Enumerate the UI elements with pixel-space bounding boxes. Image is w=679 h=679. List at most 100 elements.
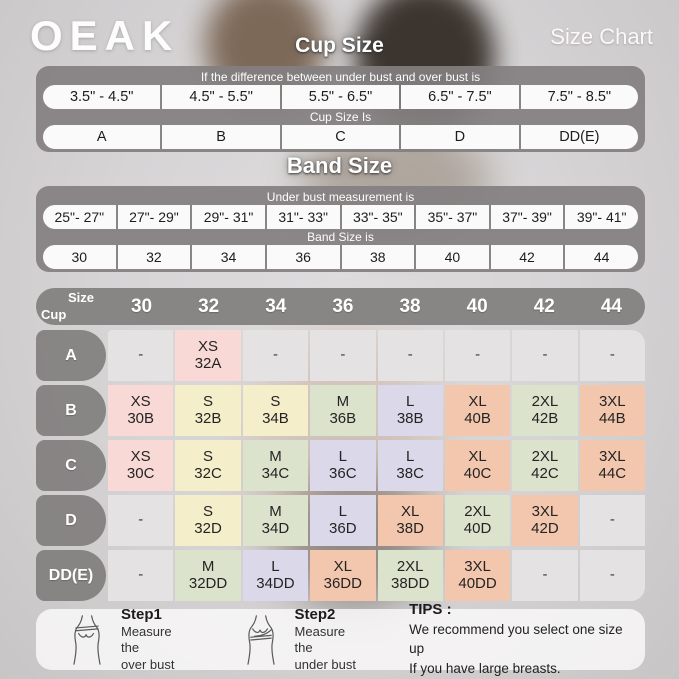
empty-cell-dash: - — [542, 346, 548, 364]
band-range-cell: 35"- 37" — [416, 205, 489, 229]
size-cell: 3XL 44B — [579, 385, 645, 436]
band-cup-code: 32DD — [188, 574, 228, 592]
size-cell: 2XL 40D — [444, 495, 511, 546]
band-value-cell: 40 — [416, 245, 489, 269]
band-cup-code: 42C — [531, 464, 559, 482]
size-code: L — [338, 502, 347, 520]
step-1: Step1 Measure the over bust — [66, 606, 188, 673]
band-range-cell: 31"- 33" — [266, 205, 340, 229]
size-code: M — [201, 557, 215, 575]
band-value-cell: 32 — [117, 245, 191, 269]
size-cell: M 34C — [242, 440, 309, 491]
size-cell: 3XL 44C — [579, 440, 645, 491]
size-cell: XS 32A — [175, 330, 241, 381]
band-cup-code: 36C — [329, 464, 357, 482]
empty-cell-dash: - — [138, 346, 144, 364]
size-code: S — [203, 392, 214, 410]
size-code: XL — [401, 502, 420, 520]
empty-cell-dash: - — [609, 566, 615, 584]
size-code: M — [269, 502, 282, 520]
band-cup-code: 38C — [396, 464, 424, 482]
size-cell: XL 40B — [444, 385, 511, 436]
cup-size-panel: If the difference between under bust and… — [36, 66, 645, 152]
band-range-cell: 39"- 41" — [565, 205, 638, 229]
size-cell: S 32B — [175, 385, 241, 436]
matrix-row: C XS 30C S 32C M 34C L 36C L 38C XL 40C 2XL 42C 3XL 44C — [36, 440, 645, 491]
matrix-row: DD(E) - M 32DD L 34DD XL 36DD 2XL 38DD 3XL 40DD - - — [36, 550, 645, 601]
cup-result-label: Cup Size Is — [309, 110, 372, 124]
size-cell: L 36C — [310, 440, 376, 491]
size-cell: L 34DD — [242, 550, 309, 601]
tips-block: TIPS : We recommend you select one size … — [409, 601, 631, 679]
size-code: 3XL — [598, 447, 626, 465]
size-cell: 2XL 42B — [512, 385, 578, 436]
matrix-row-label: D — [36, 495, 106, 546]
cup-value-cell: B — [162, 125, 280, 149]
size-code: 3XL — [464, 557, 491, 575]
size-code: M — [269, 447, 282, 465]
matrix-row-cells: XS 30C S 32C M 34C L 36C L 38C XL 40C 2XL 42C 3XL 44C — [108, 440, 645, 491]
band-range-cell: 25"- 27" — [43, 205, 116, 229]
band-value-cell: 34 — [192, 245, 265, 269]
size-code: S — [203, 502, 214, 520]
size-cell: 3XL 42D — [512, 495, 578, 546]
matrix-header-bar: Size Cup 30 32 34 36 38 40 42 44 — [36, 288, 645, 325]
size-code: L — [406, 392, 415, 410]
band-value-cell: 38 — [341, 245, 415, 269]
band-cup-code: 34B — [262, 409, 289, 427]
size-code: XS — [198, 337, 219, 355]
size-code: 3XL — [598, 392, 626, 410]
size-cell: XL 38D — [377, 495, 443, 546]
empty-cell-dash: - — [138, 566, 144, 584]
size-cell: - — [108, 330, 174, 381]
band-range-cell: 33"- 35" — [341, 205, 415, 229]
size-cell: - — [512, 550, 578, 601]
size-cell: - — [108, 495, 174, 546]
band-cup-code: 32B — [194, 409, 222, 427]
size-cell: XS 30C — [108, 440, 174, 491]
size-cell: - — [444, 330, 511, 381]
band-cup-code: 30B — [127, 409, 155, 427]
size-cell: - — [579, 495, 645, 546]
matrix-row: A - XS 32A - - - - - - — [36, 330, 645, 381]
band-size-panel: Under bust measurement is 25"- 27" 27"- 2… — [36, 186, 645, 272]
matrix-column-header: 32 — [198, 295, 220, 317]
matrix-row-cells: - M 32DD L 34DD XL 36DD 2XL 38DD 3XL 40DD - - — [108, 550, 645, 601]
band-cup-code: 32C — [194, 464, 222, 482]
band-cup-code: 34D — [261, 519, 290, 537]
size-code: 3XL — [531, 502, 559, 520]
corner-cup-label: Cup — [41, 307, 67, 322]
matrix-row-cells: XS 30B S 32B S 34B M 36B L 38B XL 40B 2XL 42B 3XL 44B — [108, 385, 645, 436]
size-matrix: A - XS 32A - - - - - - B XS 30B S 32B S 34B M 36B L 38B XL 40B… — [36, 330, 645, 601]
cup-range-cell: 3.5" - 4.5" — [43, 85, 161, 109]
size-code: S — [203, 447, 214, 465]
empty-cell-dash: - — [475, 346, 481, 364]
size-cell: - — [242, 330, 309, 381]
measure-under-bust-icon — [246, 614, 275, 665]
cup-range-cell: 6.5" - 7.5" — [401, 85, 519, 109]
empty-cell-dash: - — [407, 346, 413, 364]
cup-range-cell: 4.5" - 5.5" — [162, 85, 280, 109]
size-cell: 2XL 42C — [512, 440, 578, 491]
size-cell: 3XL 40DD — [444, 550, 511, 601]
matrix-column-header: 42 — [533, 295, 555, 317]
size-cell: S 34B — [242, 385, 309, 436]
band-value-cell: 36 — [266, 245, 340, 269]
band-cup-code: 36DD — [323, 574, 362, 592]
band-size-section-title: Band Size — [286, 153, 393, 178]
band-cup-code: 44C — [598, 464, 627, 482]
corner-size-label: Size — [68, 290, 95, 305]
size-cell: - — [377, 330, 443, 381]
band-cup-code: 40C — [463, 464, 492, 482]
size-code: XL — [468, 392, 487, 410]
band-cup-code: 38B — [396, 409, 424, 427]
empty-cell-dash: - — [340, 346, 346, 364]
matrix-column-header: 30 — [130, 295, 153, 317]
band-cup-code: 36B — [329, 409, 357, 427]
size-cell: S 32C — [175, 440, 241, 491]
band-range-cell: 27"- 29" — [117, 205, 191, 229]
empty-cell-dash: - — [272, 346, 278, 364]
cup-value-cell: A — [43, 125, 161, 149]
matrix-row: D - S 32D M 34D L 36D XL 38D 2XL 40D 3XL 42D - — [36, 495, 645, 546]
